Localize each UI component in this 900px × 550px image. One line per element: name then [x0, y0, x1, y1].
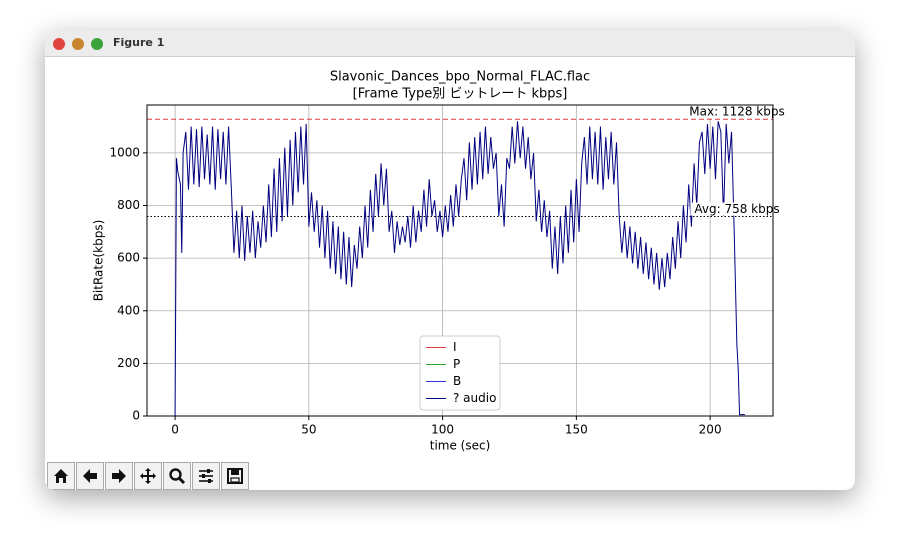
reference-label: Avg: 758 kbps — [694, 202, 779, 216]
label-background — [685, 105, 789, 119]
y-tick-label: 0 — [132, 409, 140, 423]
x-axis-label: time (sec) — [430, 439, 491, 453]
save-button[interactable] — [221, 462, 249, 490]
y-tick-label: 1000 — [109, 145, 140, 159]
configure-button[interactable] — [192, 462, 220, 490]
pan-button[interactable] — [134, 462, 162, 490]
minimize-button[interactable] — [72, 38, 84, 50]
y-tick-label: 400 — [117, 303, 140, 317]
legend-box — [419, 335, 501, 411]
plot-frame — [146, 104, 774, 417]
y-tick-label: 600 — [117, 251, 140, 265]
reference-label-box: Avg: 758 kbps — [690, 202, 784, 216]
legend-label: B — [453, 374, 461, 388]
y-tick-label: 200 — [117, 356, 140, 370]
legend-label: P — [453, 357, 460, 371]
back-button[interactable] — [76, 462, 104, 490]
y-axis-label: BitRate(kbps) — [92, 220, 106, 302]
label-background — [690, 202, 784, 216]
x-tick-label: 200 — [699, 423, 722, 437]
zoom-tool-button[interactable] — [163, 462, 191, 490]
home-button[interactable] — [47, 462, 75, 490]
title-bar: Figure 1 — [45, 30, 855, 57]
legend-label: ? audio — [453, 391, 496, 405]
close-button[interactable] — [53, 38, 65, 50]
y-tick-label: 800 — [117, 198, 140, 212]
window-title: Figure 1 — [113, 36, 165, 49]
reference-label: Max: 1128 kbps — [689, 105, 784, 119]
x-tick-label: 100 — [431, 423, 454, 437]
chart-subtitle: [Frame Type別 ビットレート kbps] — [353, 87, 568, 102]
reference-label-box: Max: 1128 kbps — [685, 105, 789, 119]
x-tick-label: 50 — [301, 423, 316, 437]
legend-label: I — [453, 340, 457, 354]
x-tick-label: 150 — [565, 423, 588, 437]
zoom-button[interactable] — [91, 38, 103, 50]
data-line — [174, 121, 745, 417]
chart-title: Slavonic_Dances_bpo_Normal_FLAC.flac — [330, 70, 590, 85]
x-tick-label: 0 — [171, 423, 179, 437]
chart: Slavonic_Dances_bpo_Normal_FLAC.flac [Fra… — [92, 70, 789, 453]
toolbar — [47, 462, 250, 490]
forward-button[interactable] — [105, 462, 133, 490]
window: Figure 1 Slavonic_Dances_bpo_Normal_FLAC… — [45, 30, 855, 490]
